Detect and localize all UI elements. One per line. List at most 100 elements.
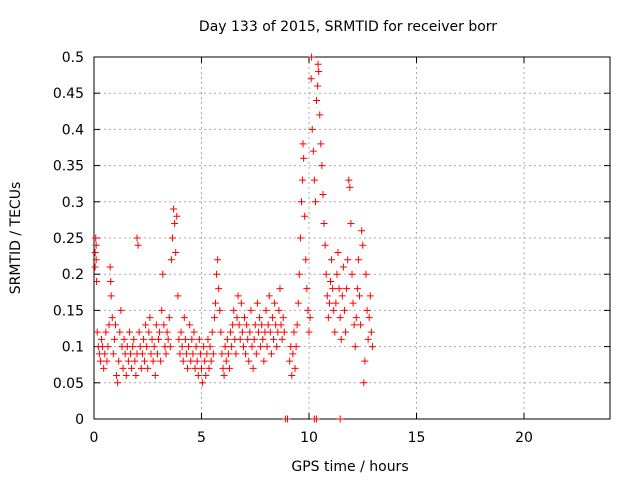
data-point — [219, 364, 227, 372]
data-point — [91, 263, 99, 271]
data-point — [256, 314, 264, 322]
data-point — [92, 234, 100, 242]
data-point — [132, 372, 140, 380]
data-point — [339, 263, 347, 271]
data-point — [191, 364, 199, 372]
y-tick-label: 0.3 — [62, 195, 84, 211]
data-point — [189, 350, 197, 358]
data-point — [340, 306, 348, 314]
data-point — [204, 335, 212, 343]
data-point — [291, 364, 299, 372]
data-point — [166, 343, 174, 351]
x-tick-label: 10 — [300, 430, 318, 446]
data-point — [268, 314, 276, 322]
data-point — [127, 350, 135, 358]
data-point — [330, 306, 338, 314]
data-point — [336, 314, 344, 322]
data-point — [194, 372, 202, 380]
data-point — [314, 82, 322, 90]
data-point — [215, 285, 223, 293]
y-tick-label: 0.25 — [53, 231, 84, 247]
data-point — [209, 350, 217, 358]
data-point — [267, 350, 275, 358]
data-point — [307, 75, 315, 83]
data-point — [182, 350, 190, 358]
data-point — [160, 321, 168, 329]
data-point — [315, 67, 323, 75]
data-point — [332, 299, 340, 307]
y-tick-label: 0.45 — [53, 86, 84, 102]
data-point — [96, 357, 104, 365]
data-point — [92, 256, 100, 264]
data-point — [275, 306, 283, 314]
data-point — [101, 350, 109, 358]
data-point — [271, 299, 279, 307]
data-point — [257, 343, 265, 351]
data-point — [108, 314, 116, 322]
y-tick-label: 0.5 — [62, 50, 84, 66]
data-point — [273, 343, 281, 351]
data-point — [288, 372, 296, 380]
data-point — [207, 357, 215, 365]
data-point — [185, 343, 193, 351]
data-point — [220, 372, 228, 380]
data-point — [162, 350, 170, 358]
data-point — [165, 314, 173, 322]
data-point — [136, 343, 144, 351]
data-point — [150, 343, 158, 351]
data-point — [124, 357, 132, 365]
data-point — [102, 328, 110, 336]
data-point — [356, 292, 364, 300]
data-point — [203, 350, 211, 358]
data-point — [266, 328, 274, 336]
data-point — [306, 314, 314, 322]
data-point — [176, 350, 184, 358]
data-point — [216, 306, 224, 314]
data-point — [92, 241, 100, 249]
data-point — [242, 350, 250, 358]
data-point — [308, 125, 316, 133]
data-point — [157, 357, 165, 365]
data-point — [141, 357, 149, 365]
data-point — [318, 162, 326, 170]
data-point — [328, 256, 336, 264]
data-point — [313, 96, 321, 104]
data-point — [168, 234, 176, 242]
data-point — [93, 277, 101, 285]
data-point — [113, 372, 121, 380]
data-point — [300, 154, 308, 162]
data-point — [308, 53, 316, 61]
data-point — [170, 205, 178, 213]
data-point — [344, 256, 352, 264]
data-point — [119, 364, 127, 372]
data-point — [177, 328, 185, 336]
data-point — [128, 364, 136, 372]
data-point — [304, 306, 312, 314]
data-point — [246, 328, 254, 336]
data-point — [290, 328, 298, 336]
data-point — [195, 335, 203, 343]
data-point — [317, 140, 325, 148]
data-point — [342, 328, 350, 336]
data-point — [259, 335, 267, 343]
data-point — [322, 270, 330, 278]
data-point — [327, 277, 334, 285]
data-point — [299, 176, 307, 184]
data-point — [303, 285, 311, 293]
data-point — [305, 328, 313, 336]
axis-ticks: 0 0.05 0.1 0.15 0.2 0.25 0.3 0.35 0.4 0.45 0.5 0 5 10… — [53, 50, 610, 446]
data-point — [331, 328, 339, 336]
data-point — [114, 379, 122, 387]
data-point — [357, 321, 365, 329]
data-point — [188, 335, 196, 343]
data-point — [200, 343, 208, 351]
data-point — [179, 357, 187, 365]
data-point — [229, 321, 237, 329]
data-point — [147, 350, 155, 358]
data-point — [253, 299, 261, 307]
data-point — [311, 198, 319, 206]
data-point — [265, 292, 273, 300]
data-point — [222, 357, 230, 365]
data-point — [98, 335, 106, 343]
